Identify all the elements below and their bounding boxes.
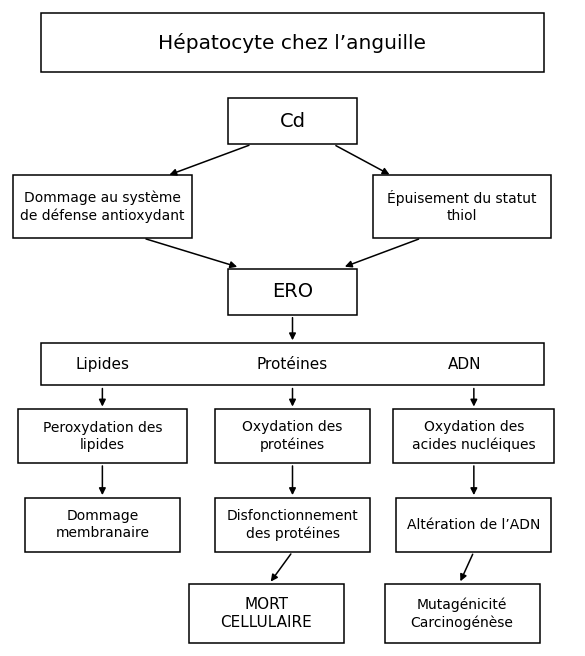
FancyBboxPatch shape bbox=[394, 409, 555, 463]
FancyBboxPatch shape bbox=[397, 498, 551, 552]
Text: MORT
CELLULAIRE: MORT CELLULAIRE bbox=[221, 596, 312, 630]
Text: Oxydation des
protéines: Oxydation des protéines bbox=[242, 420, 343, 452]
FancyBboxPatch shape bbox=[18, 409, 187, 463]
Text: ERO: ERO bbox=[272, 283, 313, 301]
FancyBboxPatch shape bbox=[41, 13, 544, 72]
FancyBboxPatch shape bbox=[228, 98, 357, 144]
FancyBboxPatch shape bbox=[215, 498, 370, 552]
FancyBboxPatch shape bbox=[13, 175, 192, 237]
Text: Protéines: Protéines bbox=[257, 357, 328, 371]
Text: ADN: ADN bbox=[448, 357, 482, 371]
Text: Dommage au système
de défense antioxydant: Dommage au système de défense antioxydan… bbox=[20, 190, 185, 223]
FancyBboxPatch shape bbox=[373, 175, 552, 237]
Text: Disfonctionnement
des protéines: Disfonctionnement des protéines bbox=[226, 509, 359, 541]
FancyBboxPatch shape bbox=[41, 342, 544, 386]
Text: Mutagénicité
Carcinogénèse: Mutagénicité Carcinogénèse bbox=[411, 597, 514, 630]
FancyBboxPatch shape bbox=[215, 409, 370, 463]
Text: Cd: Cd bbox=[280, 112, 305, 131]
Text: Dommage
membranaire: Dommage membranaire bbox=[56, 509, 149, 541]
Text: Lipides: Lipides bbox=[75, 357, 129, 371]
Text: Peroxydation des
lipides: Peroxydation des lipides bbox=[43, 420, 162, 452]
Text: Épuisement du statut
thiol: Épuisement du statut thiol bbox=[387, 190, 537, 223]
FancyBboxPatch shape bbox=[385, 584, 539, 643]
Text: Oxydation des
acides nucléiques: Oxydation des acides nucléiques bbox=[412, 420, 536, 452]
FancyBboxPatch shape bbox=[188, 584, 344, 643]
FancyBboxPatch shape bbox=[25, 498, 180, 552]
Text: Altération de l’ADN: Altération de l’ADN bbox=[407, 518, 541, 532]
Text: Hépatocyte chez l’anguille: Hépatocyte chez l’anguille bbox=[159, 33, 426, 52]
FancyBboxPatch shape bbox=[228, 269, 357, 315]
